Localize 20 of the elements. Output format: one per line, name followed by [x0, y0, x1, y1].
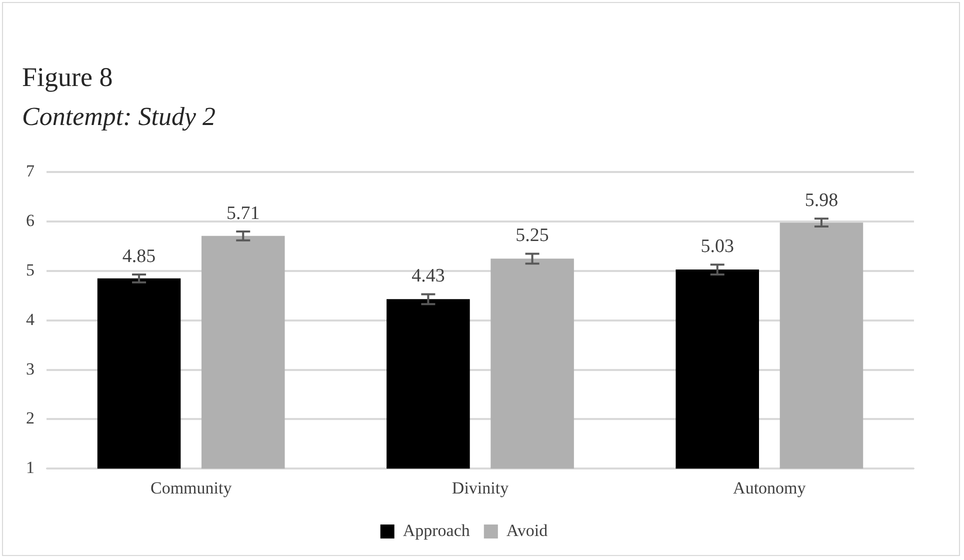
data-label: 5.71 — [226, 202, 260, 224]
x-tick-label: Community — [150, 478, 232, 498]
data-label: 4.43 — [412, 266, 445, 287]
data-label: 5.03 — [700, 236, 734, 258]
y-tick-label: 1 — [26, 458, 34, 478]
y-tick-label: 2 — [26, 408, 34, 428]
y-tick-label: 6 — [26, 211, 34, 230]
data-label: 5.25 — [516, 225, 549, 246]
x-tick-label: Autonomy — [733, 478, 806, 498]
y-tick-label: 3 — [26, 359, 34, 378]
data-label: 4.85 — [122, 246, 156, 267]
y-tick-label: 4 — [26, 310, 35, 329]
legend-label: Avoid — [506, 520, 548, 540]
chart-title: Figure 8 — [22, 62, 113, 93]
chart-subtitle: Contempt: Study 2 — [22, 102, 216, 132]
data-label: 5.98 — [804, 190, 838, 212]
x-tick-label: Divinity — [452, 478, 510, 498]
y-tick-label: 5 — [26, 260, 34, 280]
y-tick-label: 7 — [26, 162, 35, 181]
legend-label: Approach — [402, 520, 470, 540]
